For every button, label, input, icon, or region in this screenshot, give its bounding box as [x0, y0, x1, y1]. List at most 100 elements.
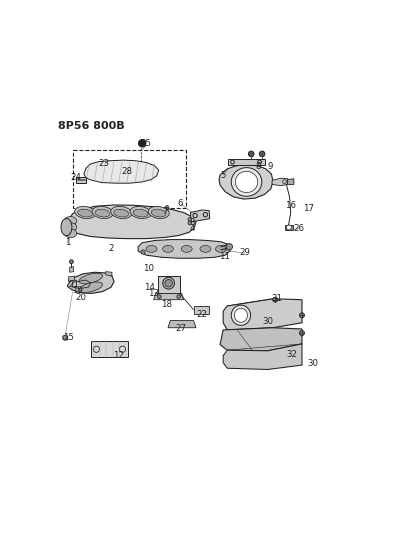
Text: 5: 5: [220, 171, 225, 180]
Ellipse shape: [75, 206, 95, 219]
Ellipse shape: [61, 219, 72, 236]
Polygon shape: [153, 294, 183, 300]
Polygon shape: [219, 328, 301, 351]
Text: 19: 19: [72, 286, 83, 295]
Ellipse shape: [164, 279, 172, 287]
Ellipse shape: [148, 206, 169, 219]
Polygon shape: [157, 276, 179, 294]
Ellipse shape: [64, 229, 77, 238]
Text: 16: 16: [285, 201, 296, 210]
Circle shape: [299, 313, 304, 318]
Text: 30: 30: [261, 317, 273, 326]
Text: 24: 24: [70, 173, 81, 182]
Text: 30: 30: [306, 359, 317, 368]
Text: 26: 26: [293, 223, 304, 232]
Text: 8P56 800B: 8P56 800B: [58, 121, 124, 131]
Text: 1: 1: [65, 238, 70, 247]
Ellipse shape: [77, 209, 92, 217]
Circle shape: [286, 225, 291, 230]
Text: 9: 9: [267, 163, 272, 172]
Bar: [73, 150, 186, 208]
Text: 12: 12: [112, 351, 124, 360]
Ellipse shape: [199, 246, 211, 252]
Circle shape: [259, 151, 264, 157]
Text: 4: 4: [189, 223, 194, 232]
Polygon shape: [67, 272, 114, 294]
Polygon shape: [228, 159, 264, 165]
Polygon shape: [105, 272, 111, 276]
Circle shape: [69, 260, 73, 263]
Text: 23: 23: [98, 159, 109, 168]
Text: 28: 28: [121, 166, 132, 175]
Circle shape: [299, 330, 304, 336]
Ellipse shape: [231, 167, 261, 196]
Circle shape: [138, 140, 146, 147]
Text: 3: 3: [189, 218, 194, 227]
Ellipse shape: [162, 246, 173, 252]
Polygon shape: [190, 210, 209, 222]
Ellipse shape: [146, 246, 156, 252]
Polygon shape: [69, 266, 73, 272]
Text: 6: 6: [177, 199, 183, 208]
Circle shape: [165, 206, 168, 209]
Polygon shape: [219, 165, 272, 199]
Polygon shape: [193, 306, 208, 314]
Text: 15: 15: [63, 333, 74, 342]
Text: 11: 11: [218, 252, 229, 261]
Text: 13: 13: [147, 289, 158, 298]
Polygon shape: [285, 225, 292, 230]
Polygon shape: [76, 177, 86, 183]
Ellipse shape: [64, 216, 77, 225]
Ellipse shape: [130, 206, 151, 219]
Ellipse shape: [215, 246, 226, 252]
Polygon shape: [223, 344, 301, 369]
Circle shape: [141, 250, 145, 254]
Text: 7: 7: [162, 207, 167, 216]
Text: 2: 2: [108, 245, 113, 253]
Ellipse shape: [95, 209, 110, 217]
Ellipse shape: [64, 223, 77, 231]
Text: 14: 14: [144, 282, 154, 292]
Ellipse shape: [92, 206, 113, 219]
Circle shape: [188, 221, 191, 225]
Polygon shape: [287, 179, 293, 184]
Ellipse shape: [231, 305, 250, 326]
Polygon shape: [168, 320, 196, 328]
Ellipse shape: [151, 209, 166, 217]
Text: 32: 32: [286, 350, 296, 359]
Circle shape: [188, 217, 191, 221]
Circle shape: [248, 151, 253, 157]
Text: 29: 29: [239, 248, 250, 257]
Ellipse shape: [234, 308, 247, 322]
Circle shape: [226, 244, 232, 250]
Text: 31: 31: [271, 294, 282, 303]
Ellipse shape: [133, 209, 148, 217]
Ellipse shape: [235, 171, 257, 192]
Circle shape: [272, 297, 277, 302]
Ellipse shape: [111, 206, 132, 219]
Text: 17: 17: [302, 204, 313, 213]
Text: 10: 10: [142, 264, 154, 273]
Circle shape: [63, 335, 67, 340]
Ellipse shape: [162, 277, 174, 289]
Text: 20: 20: [75, 293, 86, 302]
Text: 8: 8: [255, 163, 261, 172]
Ellipse shape: [79, 282, 102, 293]
Circle shape: [176, 295, 180, 298]
Ellipse shape: [113, 209, 128, 217]
Circle shape: [157, 295, 161, 298]
Text: 25: 25: [140, 140, 151, 148]
Ellipse shape: [181, 246, 192, 252]
Text: 27: 27: [174, 325, 186, 334]
Polygon shape: [271, 178, 287, 185]
Ellipse shape: [79, 273, 102, 284]
Polygon shape: [223, 299, 301, 330]
Text: 22: 22: [196, 310, 207, 319]
Text: 21: 21: [68, 280, 79, 288]
Text: 18: 18: [160, 301, 171, 310]
Polygon shape: [138, 239, 230, 259]
Polygon shape: [65, 205, 196, 239]
Polygon shape: [84, 160, 158, 183]
Polygon shape: [91, 342, 127, 357]
Polygon shape: [68, 276, 74, 281]
